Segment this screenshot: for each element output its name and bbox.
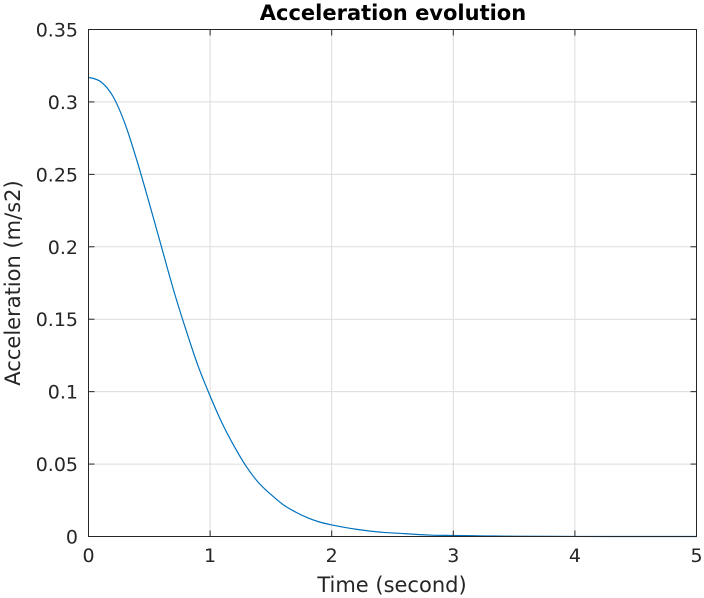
x-tick-label: 1 xyxy=(204,545,216,567)
x-tick-labels: 0 1 2 3 4 5 xyxy=(82,545,702,567)
y-tick-label: 0 xyxy=(66,527,78,549)
x-tick-label: 0 xyxy=(82,545,94,567)
x-tick-label: 5 xyxy=(690,545,702,567)
y-tick-label: 0.2 xyxy=(48,237,78,259)
x-tick-label: 3 xyxy=(447,545,459,567)
tick-marks xyxy=(88,29,697,537)
y-tick-label: 0.1 xyxy=(48,382,78,404)
y-tick-label: 0.25 xyxy=(36,164,78,186)
x-axis-label: Time (second) xyxy=(316,573,466,597)
x-tick-label: 2 xyxy=(326,545,338,567)
x-tick-label: 4 xyxy=(569,545,581,567)
y-tick-label: 0.05 xyxy=(36,454,78,476)
y-tick-label: 0.3 xyxy=(48,92,78,114)
y-axis-label: Acceleration (m/s2) xyxy=(1,180,25,385)
y-tick-label: 0.35 xyxy=(36,20,78,42)
series-line xyxy=(88,76,697,538)
y-tick-labels: 0 0.05 0.1 0.15 0.2 0.25 0.3 0.35 xyxy=(36,20,78,549)
plot-area-box xyxy=(88,29,697,537)
chart-title: Acceleration evolution xyxy=(260,1,526,25)
series-layer xyxy=(88,76,697,538)
y-tick-label: 0.15 xyxy=(36,309,78,331)
grid xyxy=(88,29,697,537)
